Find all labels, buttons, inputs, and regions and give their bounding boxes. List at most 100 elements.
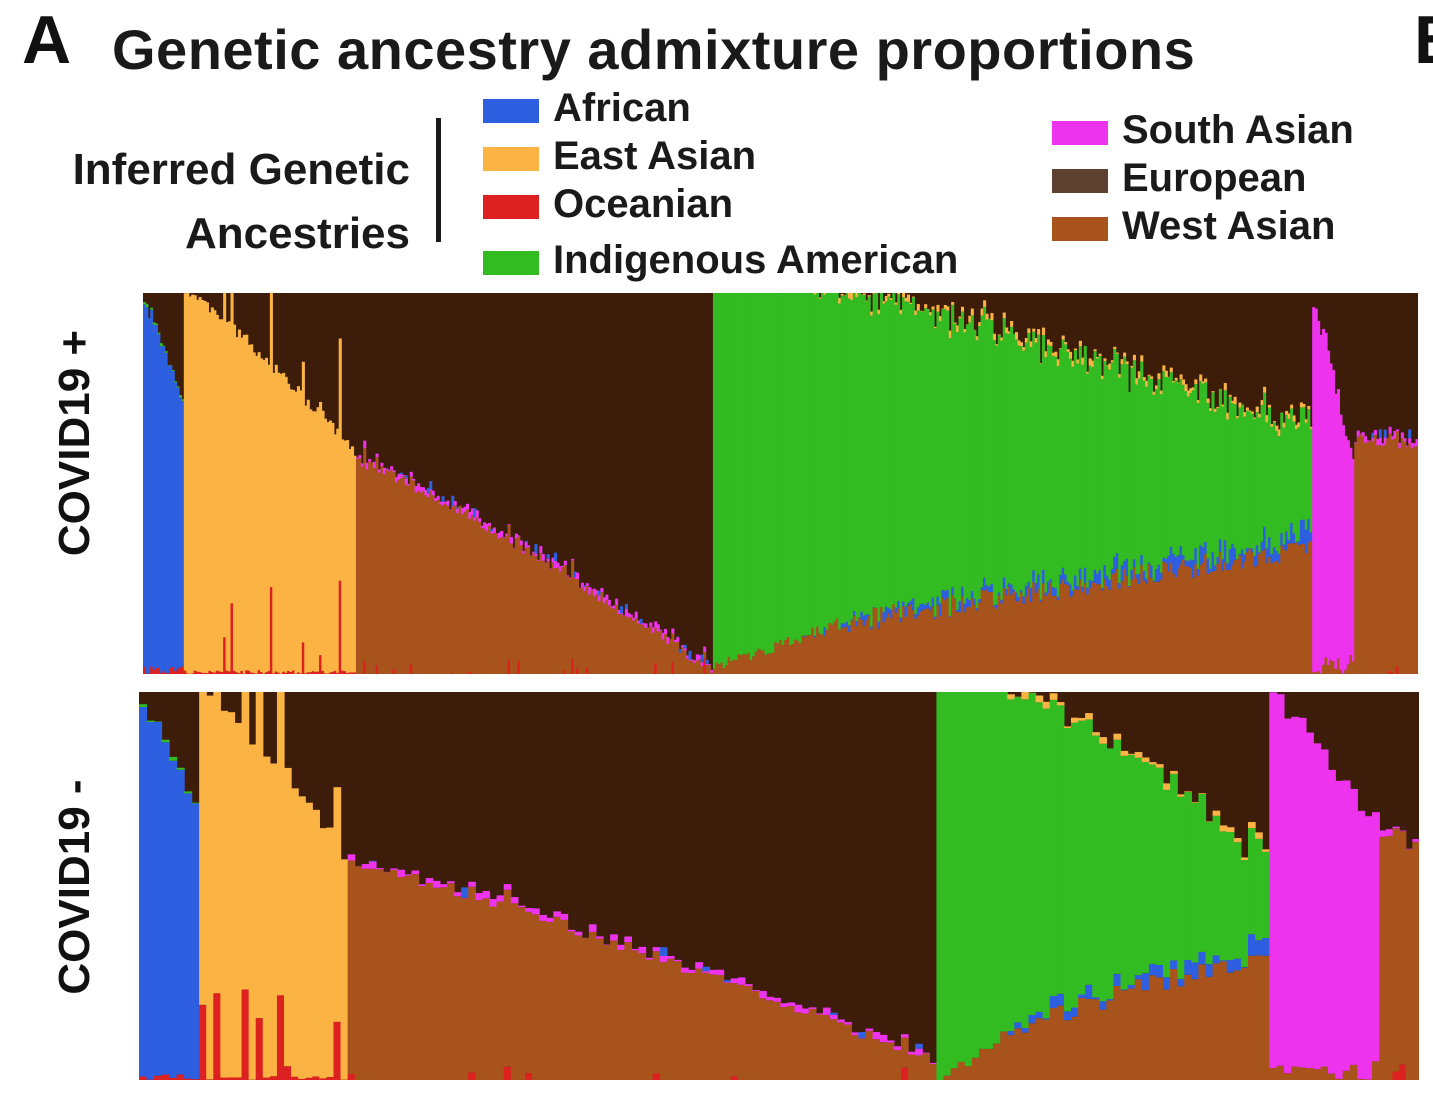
bar-segment-west-asian	[454, 896, 462, 1080]
bar-segment-south-asian	[368, 861, 377, 869]
bar-segment-east-asian	[210, 307, 214, 673]
legend-heading-line-1: Inferred Genetic	[72, 145, 410, 194]
bar-segment-east-asian	[245, 334, 249, 671]
bar-segment-east-asian	[933, 326, 938, 329]
bar-segment-south-asian	[514, 533, 518, 539]
bar-segment-african	[1063, 1011, 1072, 1021]
bar-segment-east-asian	[1191, 387, 1195, 391]
bar-segment-south-asian	[453, 501, 457, 506]
bar-segment-indigenous-american	[1285, 414, 1289, 532]
bar-segment-african	[1272, 547, 1276, 563]
bar-segment-south-asian	[363, 440, 367, 449]
bar-segment-east-asian	[1015, 332, 1019, 340]
bar-segment-south-asian	[709, 969, 718, 975]
bar-segment-west-asian	[453, 505, 457, 674]
bar-segment-west-asian	[1135, 578, 1139, 674]
bar-segment-east-asian	[983, 300, 987, 307]
bar-segment-west-asian	[524, 911, 533, 1074]
bar-segment-south-asian	[1357, 810, 1366, 1079]
legend-divider	[436, 118, 441, 242]
bar-segment-west-asian	[683, 650, 687, 674]
bar-segment-east-asian	[1049, 342, 1053, 346]
bar-segment-indigenous-american	[176, 767, 185, 770]
bar-segment-west-asian	[507, 524, 511, 661]
bar-segment-african	[1213, 565, 1217, 571]
bar-segment-south-asian	[390, 466, 394, 470]
bar-segment-african	[441, 496, 445, 502]
bar-segment-african	[1162, 557, 1166, 562]
bar-segment-african	[897, 600, 901, 609]
bar-segment-african	[936, 596, 940, 606]
bar-segment-african	[1292, 533, 1296, 544]
bar-segment-east-asian	[899, 309, 903, 315]
bar-segment-west-asian	[436, 499, 440, 674]
bar-segment-african	[858, 1031, 867, 1039]
bar-segment-east-asian	[1172, 381, 1176, 383]
bar-segment-west-asian	[837, 1022, 845, 1080]
bar-segment-indigenous-american	[1028, 693, 1037, 1015]
bar-segment-west-asian	[1334, 668, 1338, 674]
bar-segment-west-asian	[727, 656, 731, 674]
bar-segment-west-asian	[512, 548, 516, 674]
bar-segment-oceanian	[191, 673, 195, 674]
bar-segment-indigenous-american	[793, 293, 798, 640]
bar-segment-west-asian	[1028, 1023, 1037, 1080]
bar-segment-west-asian	[607, 605, 611, 674]
bar-segment-african	[845, 621, 849, 627]
bar-segment-west-asian	[818, 633, 822, 674]
bar-segment-african	[995, 604, 999, 609]
bar-segment-west-asian	[539, 920, 547, 1080]
bar-segment-indigenous-american	[1086, 373, 1090, 588]
bar-segment-east-asian	[1226, 827, 1235, 833]
bar-segment-west-asian	[1064, 583, 1068, 674]
bar-segment-west-asian	[527, 547, 531, 674]
bar-segment-african	[456, 507, 460, 509]
bar-segment-oceanian	[252, 673, 256, 674]
bar-segment-east-asian	[870, 311, 874, 316]
bar-segment-east-asian	[1162, 365, 1166, 372]
bar-segment-west-asian	[1017, 600, 1021, 674]
bar-segment-west-asian	[1066, 585, 1070, 674]
bar-segment-indigenous-american	[978, 325, 982, 600]
bar-segment-south-asian	[602, 597, 606, 604]
bar-segment-oceanian	[468, 671, 472, 674]
bar-segment-south-asian	[1305, 732, 1314, 1069]
bar-segment-west-asian	[1164, 563, 1168, 674]
bar-segment-african	[1164, 558, 1168, 564]
bar-segment-oceanian	[269, 587, 273, 674]
bar-segment-west-asian	[929, 610, 933, 674]
bar-segment-east-asian	[267, 364, 271, 672]
bar-segment-african	[1302, 519, 1306, 544]
bar-segment-indigenous-american	[1204, 382, 1208, 542]
bar-segment-west-asian	[578, 587, 582, 674]
bar-segment-african	[906, 603, 910, 607]
bar-segment-african	[1017, 596, 1021, 601]
bar-segment-west-asian	[1209, 572, 1213, 674]
bar-segment-west-asian	[1162, 561, 1166, 674]
bar-segment-south-asian	[642, 623, 646, 625]
bar-segment-east-asian	[1042, 327, 1046, 336]
bar-segment-south-asian	[671, 628, 675, 634]
bar-segment-east-asian	[1092, 732, 1100, 736]
bar-segment-west-asian	[950, 1068, 959, 1080]
bar-segment-south-asian	[475, 510, 479, 518]
bar-segment-african	[1096, 573, 1100, 585]
bar-segment-west-asian	[1189, 567, 1193, 674]
bar-segment-east-asian	[208, 312, 212, 671]
bar-segment-oceanian	[220, 672, 224, 674]
bar-segment-indigenous-american	[843, 296, 847, 624]
bar-segment-east-asian	[1177, 794, 1185, 797]
bar-segment-west-asian	[668, 639, 672, 674]
bar-segment-indigenous-american	[1218, 389, 1222, 540]
bar-segment-african	[1071, 590, 1075, 596]
bar-segment-west-asian	[798, 643, 802, 674]
bar-segment-west-asian	[1049, 582, 1053, 674]
bar-segment-indigenous-american	[1035, 702, 1044, 1012]
bar-segment-african	[1118, 583, 1122, 589]
bar-segment-south-asian	[465, 503, 470, 510]
legend-swatch-african	[483, 99, 539, 123]
bar-segment-west-asian	[461, 514, 465, 674]
bar-segment-oceanian	[162, 671, 166, 674]
bar-segment-west-asian	[884, 617, 888, 674]
bar-segment-indigenous-american	[1039, 363, 1043, 600]
